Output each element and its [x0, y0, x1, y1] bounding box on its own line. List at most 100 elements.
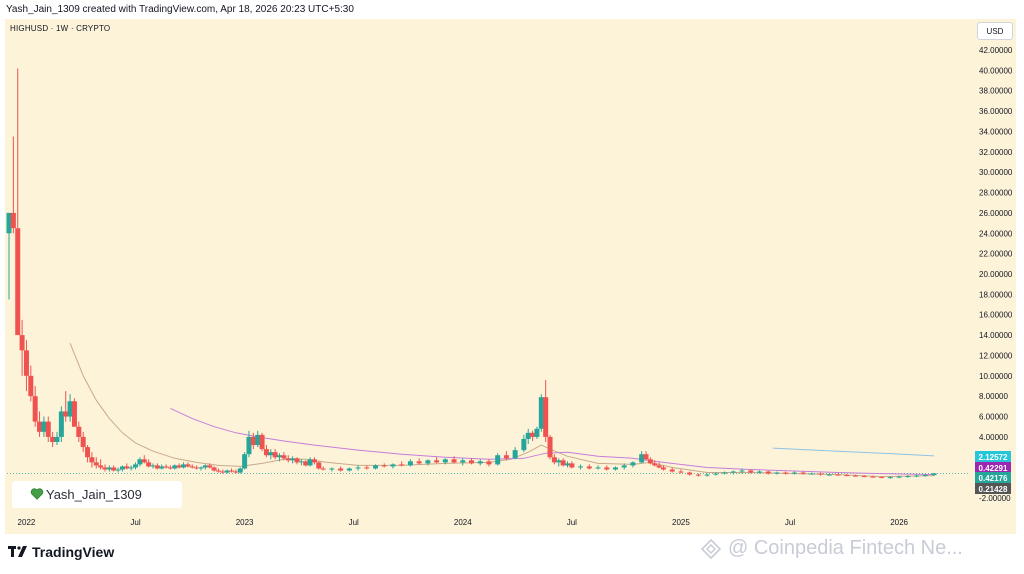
ma-slow-line: [170, 407, 935, 476]
candle-body: [250, 436, 256, 446]
price-label-box: [975, 451, 1011, 462]
candle-body: [189, 466, 195, 468]
y-tick-label: 16.00000: [979, 311, 1013, 320]
candle-body: [246, 436, 252, 455]
tradingview-logo[interactable]: TradingView: [8, 544, 114, 560]
y-tick-label: 18.00000: [979, 290, 1013, 299]
price-label-text: 0.21428: [979, 485, 1008, 494]
x-axis[interactable]: 2022 Jul 2023 Jul 2024 Jul 2025 Jul 2026: [18, 518, 909, 527]
candle-body: [569, 463, 575, 468]
y-tick-label: 8.00000: [979, 392, 1008, 401]
y-tick-label: 14.00000: [979, 331, 1013, 340]
candle-body: [224, 470, 230, 473]
candle-body: [381, 465, 387, 467]
candle-body: [914, 475, 920, 477]
candle-body: [695, 474, 701, 476]
heart-icon: [30, 488, 44, 500]
candle-body: [89, 457, 95, 463]
currency-button[interactable]: USD: [977, 22, 1013, 40]
candle-body: [237, 468, 243, 473]
candle-body: [621, 465, 627, 468]
candle-body: [272, 452, 278, 458]
candle-body: [390, 464, 396, 467]
candle-body: [835, 474, 841, 476]
candle-body: [595, 467, 601, 469]
candle-body: [373, 465, 379, 469]
y-tick-label: 38.00000: [979, 87, 1013, 96]
candle-body: [451, 459, 457, 463]
candle-body: [111, 467, 117, 471]
y-tick-label: 26.00000: [979, 209, 1013, 218]
candle-body: [756, 471, 762, 473]
candle-body: [58, 411, 64, 437]
candle-body: [290, 458, 296, 461]
candle-body: [556, 460, 562, 463]
candle-body: [154, 465, 160, 469]
candle-body: [355, 467, 361, 469]
candle-body: [10, 212, 16, 229]
candle-body: [242, 454, 248, 469]
candle-body: [298, 461, 304, 463]
y-tick-label: 40.00000: [979, 66, 1013, 75]
candle-body: [870, 476, 876, 478]
candle-body: [669, 469, 675, 472]
candle-body: [63, 411, 69, 417]
coinpedia-watermark: @ Coinpedia Fintech Ne...: [700, 537, 963, 560]
candle-body: [28, 375, 34, 397]
candle-body: [586, 466, 592, 469]
candle-body: [307, 459, 313, 466]
chart-area[interactable]: [5, 19, 1016, 534]
x-tick-label: Jul: [785, 518, 795, 527]
candle-body: [198, 467, 204, 469]
candle-body: [207, 465, 213, 468]
candle-body: [791, 472, 797, 474]
candle-body: [844, 475, 850, 477]
coinpedia-text: @ Coinpedia Fintech Ne...: [728, 537, 963, 559]
candle-body: [6, 212, 12, 234]
y-tick-label: 6.00000: [979, 413, 1008, 422]
price-label-text: 2.12572: [979, 453, 1008, 462]
candle-body: [124, 466, 130, 469]
candle-body: [119, 466, 125, 470]
candle-body: [739, 470, 745, 472]
candle-body: [329, 468, 335, 470]
candle-body: [80, 436, 86, 448]
candle-body: [512, 450, 518, 459]
candle-body: [67, 401, 73, 417]
candle-body: [32, 396, 38, 422]
candle-body: [194, 467, 200, 469]
candle-body: [931, 473, 937, 476]
candle-body: [285, 458, 291, 461]
candle-body: [176, 465, 182, 468]
y-tick-label: 30.00000: [979, 168, 1013, 177]
y-axis[interactable]: 42.00000 40.00000 38.00000 36.00000 34.00000…: [979, 46, 1013, 503]
candle-body: [294, 458, 300, 463]
candle-body: [722, 472, 728, 474]
candle-body: [730, 471, 736, 473]
candle-body: [486, 461, 492, 465]
candle-body: [469, 460, 475, 464]
candle-body: [311, 459, 317, 463]
candle-body: [612, 467, 618, 470]
candle-body: [338, 468, 344, 471]
candle-body: [678, 471, 684, 473]
candle-body: [98, 465, 104, 468]
y-tick-label: 36.00000: [979, 107, 1013, 116]
candle-body: [102, 467, 108, 470]
candle-body: [442, 459, 448, 463]
candle-body: [521, 438, 527, 451]
candle-body: [133, 464, 139, 468]
candle-body: [316, 462, 322, 469]
candle-body: [604, 467, 610, 470]
candle-body: [748, 470, 754, 473]
candle-body: [128, 467, 134, 469]
candle-body: [19, 335, 25, 351]
x-tick-label: Jul: [130, 518, 140, 527]
price-label-box: [975, 462, 1011, 473]
candle-body: [578, 466, 584, 468]
candle-body: [303, 461, 309, 466]
candle-body: [41, 421, 47, 432]
candle-body: [647, 459, 653, 464]
